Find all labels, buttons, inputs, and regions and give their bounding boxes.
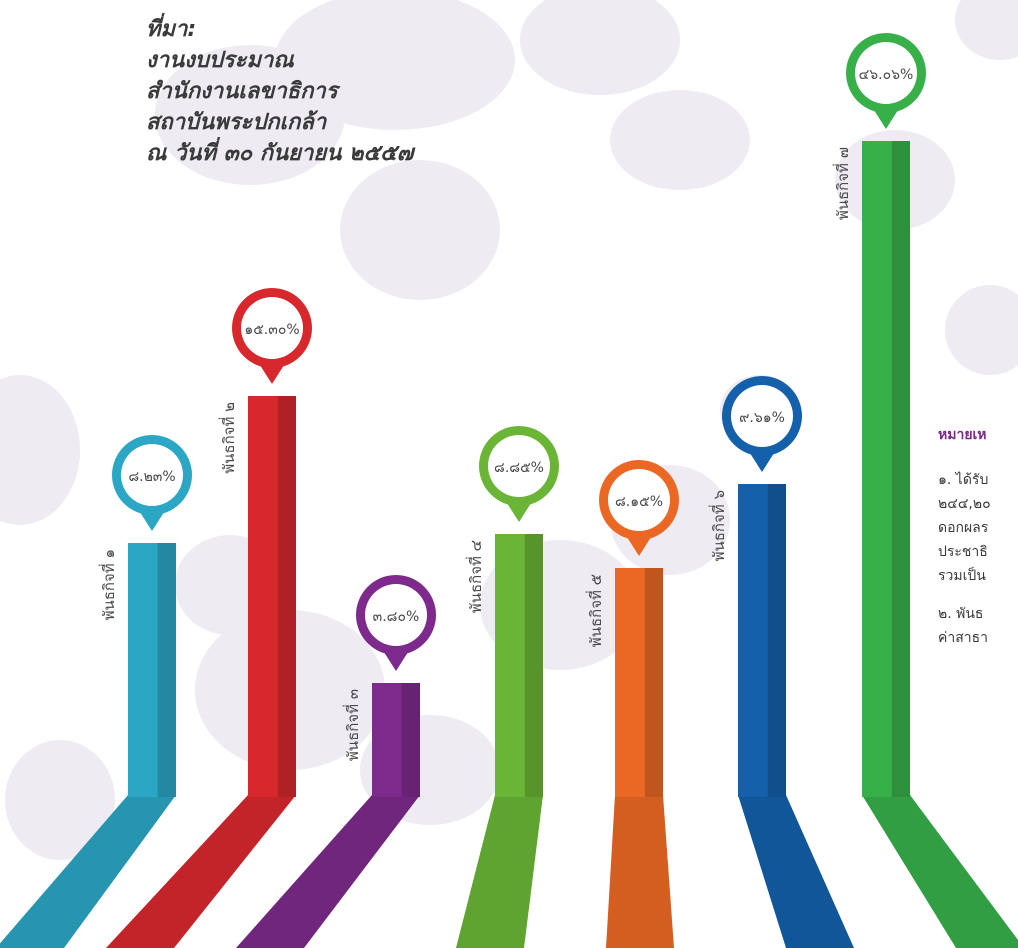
category-label: พันธกิจที่ ๑ bbox=[98, 549, 118, 620]
bar-leg bbox=[738, 795, 854, 948]
remark-line: ๒. พันธ bbox=[938, 606, 984, 622]
remark-line: ดอกผลร bbox=[938, 520, 989, 536]
pin-tip bbox=[748, 450, 776, 472]
value-label: ๓.๘๐% bbox=[373, 609, 420, 625]
remark-paragraph-1: ๑. ได้รับ ๒๔๔,๒๐ ดอกผลร ประชาธิ รวมเป็น bbox=[938, 468, 1018, 588]
value-label: ๔๖.๐๖% bbox=[859, 67, 914, 83]
bar-shade bbox=[524, 534, 543, 797]
source-line: ที่มา: bbox=[146, 17, 197, 42]
source-line: ณ วันที่ ๓๐ กันยายน ๒๕๕๗ bbox=[146, 141, 414, 166]
source-line: งานงบประมาณ bbox=[146, 48, 294, 73]
value-label: ๑๕.๓๐% bbox=[244, 322, 299, 338]
bar-leg bbox=[236, 795, 420, 948]
value-label: ๙.๖๑% bbox=[739, 410, 785, 426]
mission-bar-group: ๘.๒๓% พันธกิจที่ ๑ bbox=[0, 435, 192, 948]
bar-shade bbox=[401, 683, 420, 797]
source-line: สถาบันพระปกเกล้า bbox=[146, 110, 327, 135]
mission-bar-group: ๘.๑๕% พันธกิจที่ ๕ bbox=[585, 460, 679, 948]
remark-panel: หมายเห ๑. ได้รับ ๒๔๔,๒๐ ดอกผลร ประชาธิ ร… bbox=[938, 424, 1018, 664]
remark-line: รวมเป็น bbox=[938, 568, 986, 584]
pin-face bbox=[608, 469, 670, 531]
pin-tip bbox=[625, 534, 653, 556]
bar-shade bbox=[891, 141, 910, 797]
mission-bar-group: ๔๖.๐๖% พันธกิจที่ ๗ bbox=[832, 33, 1018, 948]
remark-line: ๒๔๔,๒๐ bbox=[938, 496, 991, 512]
bar-shade bbox=[277, 396, 296, 797]
source-line: สำนักงานเลขาธิการ bbox=[146, 79, 338, 104]
pin-face bbox=[488, 435, 550, 497]
pin-face bbox=[365, 584, 427, 646]
remark-paragraph-2: ๒. พันธ ค่าสาธา bbox=[938, 602, 1018, 650]
category-label: พันธกิจที่ ๒ bbox=[218, 402, 238, 474]
pin-face bbox=[241, 297, 303, 359]
pin-tip bbox=[382, 649, 410, 671]
remark-title: หมายเห bbox=[938, 427, 987, 443]
pin-face bbox=[731, 385, 793, 447]
remark-line: ค่าสาธา bbox=[938, 630, 989, 646]
bar-shade bbox=[767, 484, 786, 797]
category-label: พันธกิจที่ ๔ bbox=[465, 540, 485, 613]
category-label: พันธกิจที่ ๖ bbox=[708, 490, 728, 561]
pin-face bbox=[121, 444, 183, 506]
category-label: พันธกิจที่ ๓ bbox=[342, 689, 362, 761]
mission-bar-group: ๓.๘๐% พันธกิจที่ ๓ bbox=[236, 575, 436, 948]
bar-shade bbox=[157, 543, 176, 797]
mission-bar-group: ๑๕.๓๐% พันธกิจที่ ๒ bbox=[106, 288, 312, 948]
category-label: พันธกิจที่ ๕ bbox=[585, 574, 605, 647]
pin-tip bbox=[258, 362, 286, 384]
bar-leg bbox=[456, 795, 543, 948]
bar-leg bbox=[862, 795, 1018, 948]
pin-face bbox=[855, 42, 917, 104]
mission-bar-group: ๙.๖๑% พันธกิจที่ ๖ bbox=[708, 376, 854, 948]
pin-tip bbox=[138, 509, 166, 531]
bar-leg bbox=[606, 795, 674, 948]
source-note: ที่มา: งานงบประมาณ สำนักงานเลขาธิการ สถา… bbox=[146, 14, 413, 169]
pin-tip bbox=[505, 500, 533, 522]
value-label: ๘.๒๓% bbox=[128, 469, 175, 485]
category-label: พันธกิจที่ ๗ bbox=[832, 147, 852, 220]
mission-bar-group: ๘.๘๕% พันธกิจที่ ๔ bbox=[456, 426, 559, 948]
bar-shade bbox=[644, 568, 663, 797]
bar-leg bbox=[106, 795, 296, 948]
value-label: ๘.๑๕% bbox=[615, 494, 663, 510]
bar-leg bbox=[0, 795, 176, 948]
pin-tip bbox=[872, 107, 900, 129]
value-label: ๘.๘๕% bbox=[494, 460, 544, 476]
remark-line: ประชาธิ bbox=[938, 544, 988, 560]
remark-line: ๑. ได้รับ bbox=[938, 472, 989, 488]
